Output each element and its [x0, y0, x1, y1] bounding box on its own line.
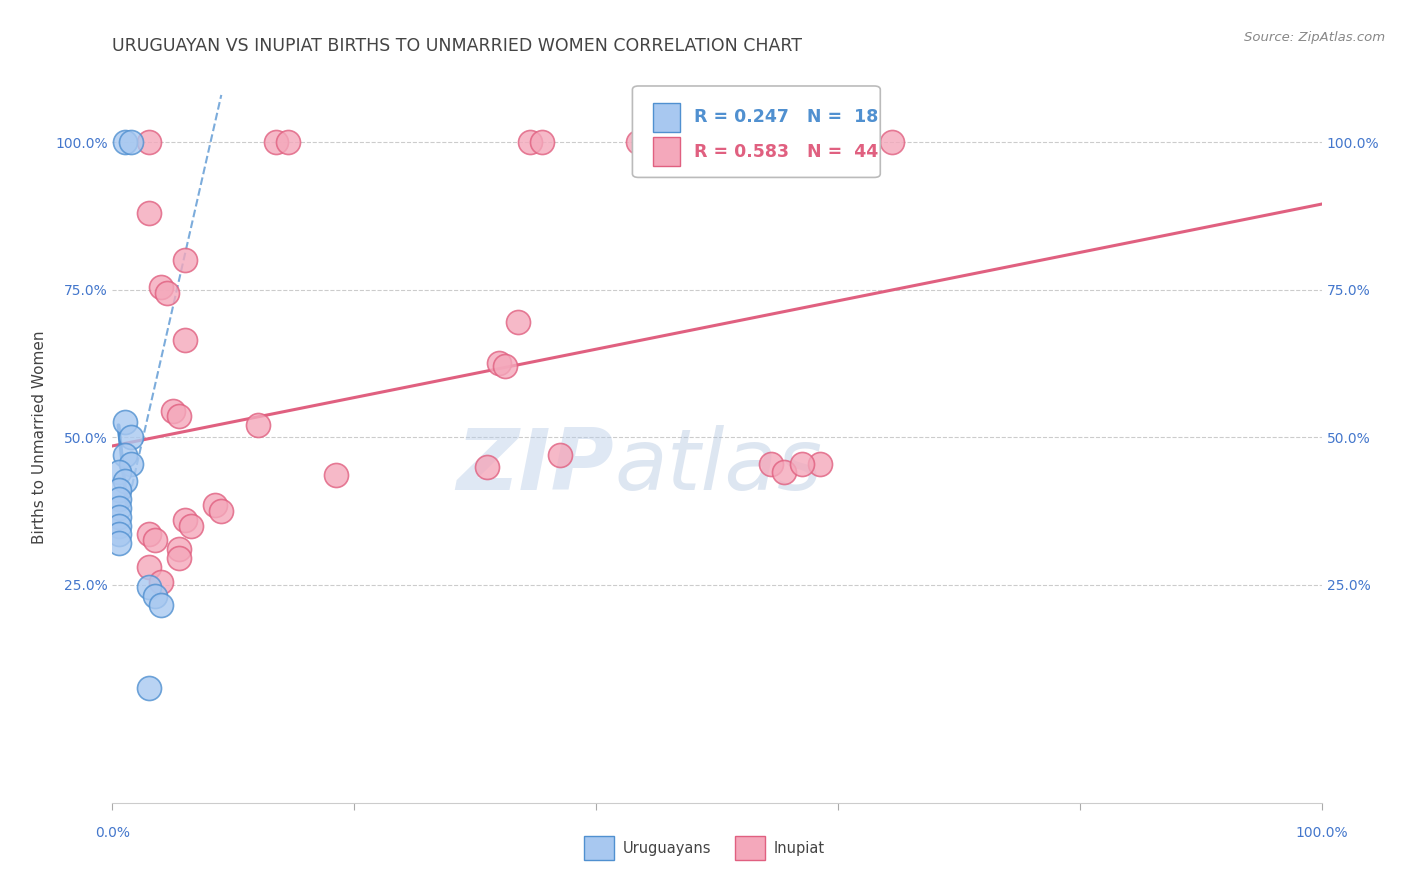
Point — [114, 475, 136, 489]
Point — [264, 135, 287, 149]
Point — [114, 415, 136, 429]
Point — [174, 253, 197, 268]
Point — [488, 356, 510, 370]
Point — [246, 418, 269, 433]
Point — [120, 430, 142, 444]
Text: 0.0%: 0.0% — [96, 826, 129, 840]
Point — [856, 135, 880, 149]
Point — [180, 518, 202, 533]
Point — [114, 448, 136, 462]
Point — [495, 359, 517, 374]
Point — [114, 135, 136, 149]
Point — [149, 574, 172, 589]
Text: R = 0.583   N =  44: R = 0.583 N = 44 — [695, 143, 879, 161]
Point — [790, 457, 813, 471]
Y-axis label: Births to Unmarried Women: Births to Unmarried Women — [32, 330, 46, 544]
Bar — [652, 103, 679, 132]
Point — [761, 457, 783, 471]
Point — [138, 581, 160, 595]
Point — [138, 559, 160, 574]
Point — [162, 403, 184, 417]
Point — [138, 206, 160, 220]
Point — [149, 279, 172, 293]
Text: Source: ZipAtlas.com: Source: ZipAtlas.com — [1244, 31, 1385, 45]
Point — [107, 527, 129, 541]
Point — [640, 135, 662, 149]
Text: Uruguayans: Uruguayans — [623, 840, 711, 855]
Point — [519, 135, 541, 149]
Bar — [583, 837, 614, 860]
Point — [204, 498, 226, 512]
Text: Inupiat: Inupiat — [773, 840, 825, 855]
Point — [149, 598, 172, 612]
Point — [174, 333, 197, 347]
Point — [827, 135, 849, 149]
Point — [107, 466, 129, 480]
Text: URUGUAYAN VS INUPIAT BIRTHS TO UNMARRIED WOMEN CORRELATION CHART: URUGUAYAN VS INUPIAT BIRTHS TO UNMARRIED… — [112, 37, 803, 54]
Point — [730, 135, 752, 149]
Point — [120, 457, 142, 471]
Point — [107, 518, 129, 533]
Point — [143, 533, 166, 548]
Bar — [652, 137, 679, 167]
Point — [167, 542, 190, 557]
Point — [120, 135, 142, 149]
Point — [107, 491, 129, 506]
Point — [143, 590, 166, 604]
Point — [138, 681, 160, 695]
Text: ZIP: ZIP — [457, 425, 614, 508]
Point — [882, 135, 904, 149]
Point — [506, 315, 529, 329]
Point — [772, 466, 794, 480]
Point — [138, 527, 160, 541]
Text: atlas: atlas — [614, 425, 823, 508]
Point — [138, 135, 160, 149]
Text: 100.0%: 100.0% — [1295, 826, 1348, 840]
Point — [737, 135, 759, 149]
Point — [761, 135, 783, 149]
Point — [779, 135, 801, 149]
Point — [808, 457, 831, 471]
Text: R = 0.247   N =  18: R = 0.247 N = 18 — [695, 109, 879, 127]
Point — [651, 135, 673, 149]
Point — [277, 135, 299, 149]
Point — [325, 468, 347, 483]
Point — [156, 285, 179, 300]
Point — [107, 500, 129, 515]
Point — [107, 509, 129, 524]
Bar — [735, 837, 765, 860]
Point — [530, 135, 553, 149]
Point — [174, 513, 197, 527]
Point — [167, 551, 190, 566]
Point — [548, 448, 571, 462]
Point — [718, 135, 741, 149]
FancyBboxPatch shape — [633, 86, 880, 178]
Point — [209, 504, 232, 518]
Point — [107, 536, 129, 550]
Point — [107, 483, 129, 498]
Point — [627, 135, 650, 149]
Point — [477, 459, 499, 474]
Point — [167, 409, 190, 424]
